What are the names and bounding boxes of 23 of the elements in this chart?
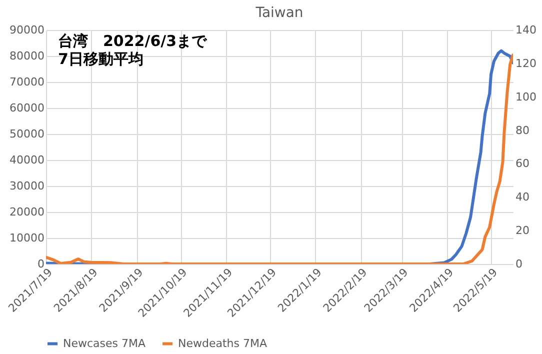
y2-tick-label: 60 [516, 157, 530, 170]
y2-tick-label: 20 [516, 224, 530, 238]
y2-tick-label: 120 [516, 56, 536, 70]
y-tick-label: 80000 [10, 50, 44, 62]
annotation: 7日移動平均 [58, 50, 144, 68]
y-tick-label: 70000 [10, 76, 44, 88]
y-tick-label: 10000 [10, 232, 44, 244]
y-tick-label: 30000 [10, 180, 44, 192]
y2-tick-label: 80 [516, 124, 530, 137]
annotation: 台湾 2022/6/3まで [58, 32, 208, 50]
y2-tick-label: 40 [516, 190, 530, 204]
y-tick-label: 0 [38, 258, 44, 270]
y-tick-label: 60000 [10, 102, 44, 114]
y-tick-label: 90000 [10, 24, 44, 36]
y-tick-label: 20000 [10, 206, 44, 218]
legend-label: Newdeaths 7MA [178, 336, 268, 350]
y2-tick-label: 140 [516, 24, 536, 36]
y-tick-label: 40000 [10, 154, 44, 166]
y2-tick-label: 100 [516, 90, 536, 104]
y-tick-label: 50000 [10, 128, 44, 140]
chart-title: Taiwan [254, 5, 304, 21]
legend-label: Newcases 7MA [63, 336, 146, 350]
y2-tick-label: 0 [516, 258, 522, 270]
